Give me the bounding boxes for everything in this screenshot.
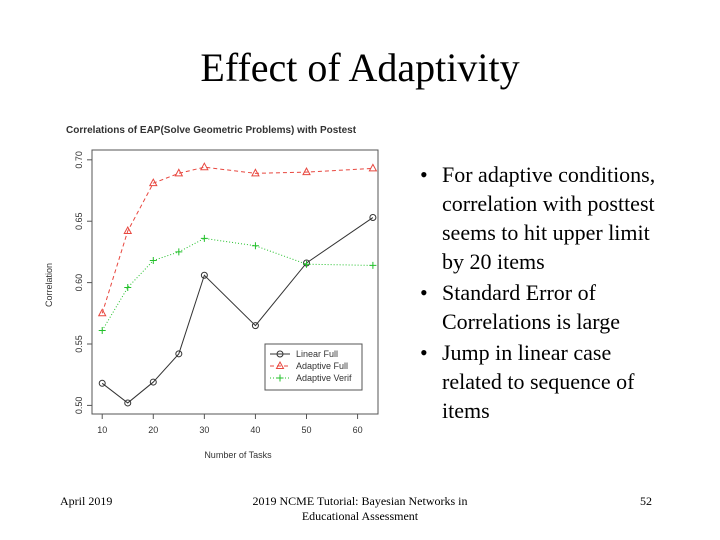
marker bbox=[123, 225, 133, 235]
x-tick-label: 50 bbox=[301, 425, 311, 435]
y-tick-label: 0.60 bbox=[74, 274, 84, 292]
y-tick-label: 0.70 bbox=[74, 151, 84, 169]
series-line bbox=[101, 217, 374, 404]
bullet-text: Standard Error of Correlations is large bbox=[442, 280, 620, 334]
y-tick-label: 0.50 bbox=[74, 397, 84, 415]
marker bbox=[369, 214, 377, 222]
marker bbox=[148, 178, 158, 187]
bullet: • Standard Error of Correlations is large bbox=[420, 278, 670, 336]
marker bbox=[251, 322, 259, 330]
x-tick-label: 10 bbox=[97, 425, 107, 435]
marker bbox=[368, 163, 378, 172]
slide-title: Effect of Adaptivity bbox=[200, 45, 520, 90]
footer-center: 2019 NCME Tutorial: Bayesian Networks in… bbox=[252, 494, 468, 523]
y-axis-label: Correlation bbox=[44, 263, 54, 307]
footer-page: 52 bbox=[640, 494, 652, 508]
marker bbox=[149, 257, 157, 265]
marker bbox=[303, 260, 310, 268]
bullet-dot: • bbox=[420, 340, 428, 365]
y-tick-label: 0.65 bbox=[74, 212, 84, 230]
marker bbox=[276, 374, 284, 382]
bullet-text: Jump in linear case related to sequence … bbox=[442, 340, 635, 423]
legend-label: Adaptive Verif bbox=[296, 373, 352, 383]
marker bbox=[124, 284, 132, 292]
marker bbox=[98, 327, 106, 335]
marker bbox=[251, 242, 259, 250]
series-line bbox=[101, 166, 373, 314]
marker bbox=[98, 379, 106, 387]
chart-title: Correlations of EAP(Solve Geometric Prob… bbox=[66, 125, 357, 136]
marker bbox=[369, 261, 377, 269]
x-tick-label: 20 bbox=[148, 425, 158, 435]
y-tick-label: 0.55 bbox=[74, 335, 84, 353]
bullet: • Jump in linear case related to sequence… bbox=[420, 338, 670, 425]
bullet-list: • For adaptive conditions, correlation wi… bbox=[420, 160, 670, 427]
marker bbox=[124, 399, 132, 407]
x-tick-label: 30 bbox=[199, 425, 209, 435]
marker bbox=[200, 234, 208, 242]
marker bbox=[175, 350, 183, 358]
marker bbox=[97, 308, 107, 317]
x-tick-label: 40 bbox=[250, 425, 260, 435]
legend-label: Adaptive Full bbox=[296, 361, 348, 371]
marker bbox=[174, 168, 184, 177]
marker bbox=[276, 350, 284, 358]
marker bbox=[175, 248, 183, 256]
x-axis-label: Number of Tasks bbox=[204, 450, 272, 460]
footer-date: April 2019 bbox=[60, 494, 113, 508]
series-line bbox=[101, 237, 373, 331]
x-tick-label: 60 bbox=[353, 425, 363, 435]
marker bbox=[251, 168, 260, 177]
legend-label: Linear Full bbox=[296, 349, 338, 359]
marker bbox=[200, 162, 209, 171]
bullet-text: For adaptive conditions, correlation wit… bbox=[442, 162, 656, 274]
bullet-dot: • bbox=[420, 280, 428, 305]
marker bbox=[302, 167, 311, 176]
marker bbox=[200, 271, 208, 279]
bullet: • For adaptive conditions, correlation wi… bbox=[420, 160, 670, 276]
bullet-dot: • bbox=[420, 162, 428, 187]
plot-frame bbox=[91, 149, 379, 415]
marker bbox=[275, 360, 285, 369]
marker bbox=[149, 378, 157, 386]
